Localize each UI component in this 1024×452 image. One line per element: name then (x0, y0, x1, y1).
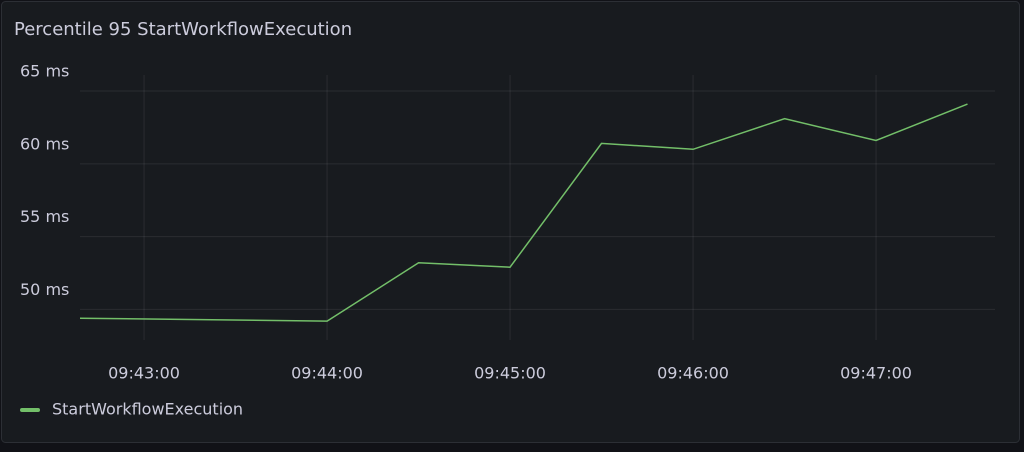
y-tick-label: 55 ms (20, 207, 69, 226)
legend-swatch (20, 408, 40, 412)
legend-label: StartWorkflowExecution (52, 400, 243, 419)
y-tick-label: 65 ms (20, 62, 69, 81)
y-tick-label: 50 ms (20, 280, 69, 299)
chart-title: Percentile 95 StartWorkflowExecution (14, 19, 352, 40)
panel (1, 1, 1020, 443)
series-line (79, 103, 968, 322)
x-tick-label: 09:44:00 (291, 364, 363, 383)
x-tick-label: 09:45:00 (474, 364, 546, 383)
x-tick-label: 09:47:00 (840, 364, 912, 383)
y-tick-label: 60 ms (20, 134, 69, 153)
x-tick-label: 09:46:00 (657, 364, 729, 383)
x-tick-label: 09:43:00 (108, 364, 180, 383)
